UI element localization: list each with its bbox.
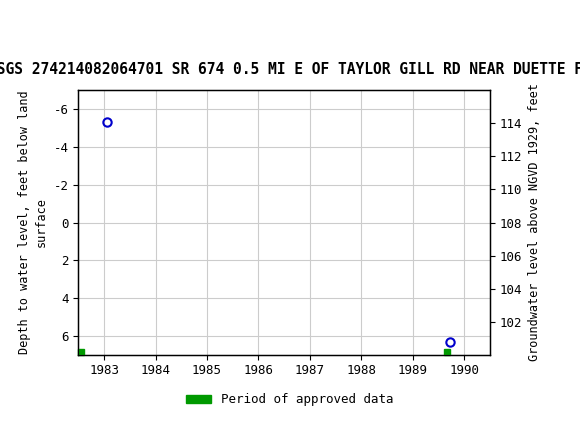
Text: USGS: USGS [52, 15, 121, 35]
Legend: Period of approved data: Period of approved data [181, 388, 399, 412]
Y-axis label: Depth to water level, feet below land
surface: Depth to water level, feet below land su… [18, 91, 48, 354]
Text: USGS 274214082064701 SR 674 0.5 MI E OF TAYLOR GILL RD NEAR DUETTE FL: USGS 274214082064701 SR 674 0.5 MI E OF … [0, 62, 580, 77]
Y-axis label: Groundwater level above NGVD 1929, feet: Groundwater level above NGVD 1929, feet [528, 83, 541, 362]
